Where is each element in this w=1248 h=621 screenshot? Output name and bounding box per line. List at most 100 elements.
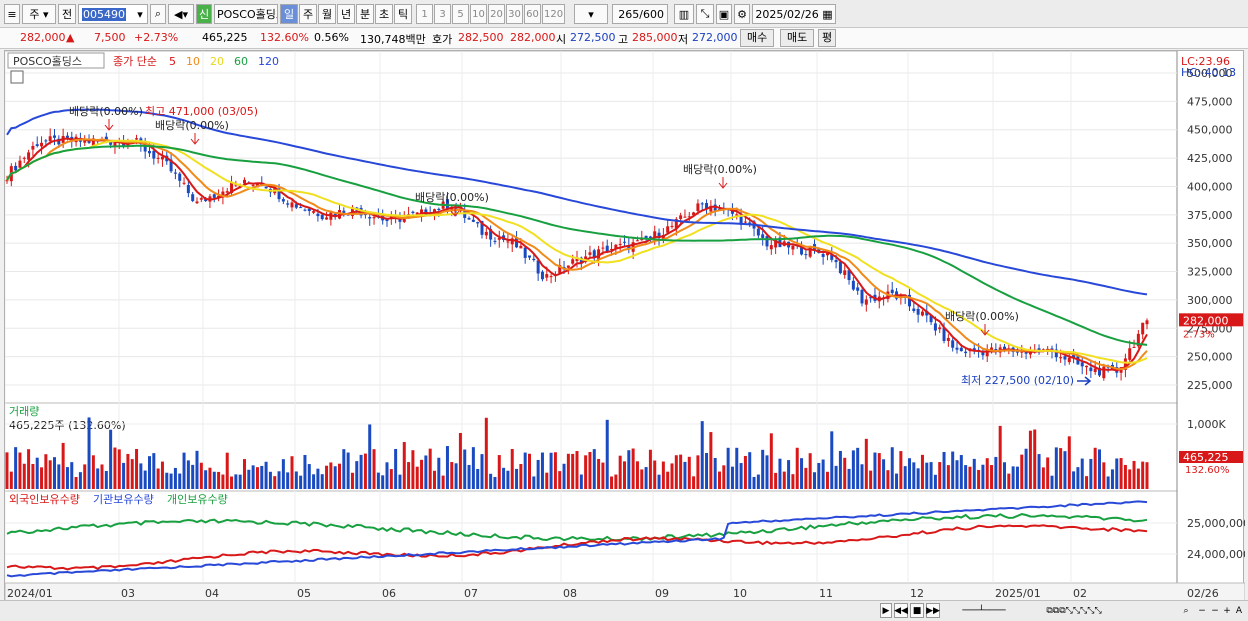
- volume-bar: [597, 458, 601, 489]
- forward-icon[interactable]: ▶▶: [926, 603, 940, 618]
- vol-cur-box: [1179, 451, 1243, 463]
- volume-bar: [666, 471, 670, 489]
- volume-bar: [519, 464, 523, 489]
- count-field[interactable]: 265/600: [612, 4, 668, 24]
- candle: [515, 237, 519, 248]
- interval-tab-60[interactable]: 60: [524, 4, 541, 24]
- volume-bar: [320, 474, 324, 489]
- volume-bar: [860, 464, 864, 489]
- dash-icon[interactable]: −: [1211, 605, 1219, 616]
- menu-button[interactable]: ≡: [4, 4, 20, 24]
- chart-area[interactable]: 500,000 475,000 450,000 425,000 400,000 375,0…: [4, 50, 1245, 604]
- indicator-tools[interactable]: ⧉⧉⧉⤡⤡⤡⤡⤡: [1046, 605, 1102, 616]
- search-icon[interactable]: ⌕: [150, 4, 166, 24]
- volume-bar: [800, 458, 804, 489]
- date-field[interactable]: 2025/02/26 ▦: [752, 4, 836, 24]
- market-select[interactable]: 주 ▾: [22, 4, 56, 24]
- volume-bar: [148, 456, 151, 489]
- candle: [385, 218, 389, 222]
- candle: [700, 203, 704, 205]
- rewind-icon[interactable]: ◀◀: [894, 603, 908, 618]
- candle: [748, 222, 752, 225]
- candle: [614, 244, 618, 249]
- volume-bar: [303, 454, 307, 489]
- interval-tab-10[interactable]: 10: [470, 4, 487, 24]
- prev-button[interactable]: 전: [58, 4, 76, 24]
- period-tab-2[interactable]: 월: [318, 4, 336, 24]
- volume-bar: [502, 467, 506, 489]
- volume-bar: [584, 455, 588, 489]
- period-tab-0[interactable]: 일: [280, 4, 298, 24]
- volume-bar: [813, 472, 816, 489]
- period-tab-4[interactable]: 분: [356, 4, 374, 24]
- volume-bar: [260, 465, 264, 489]
- stock-name[interactable]: POSCO홀딩스: [214, 4, 278, 24]
- volume-bar: [346, 452, 350, 489]
- volume-bar: [471, 447, 475, 489]
- period-tab-5[interactable]: 초: [375, 4, 393, 24]
- period-tab-1[interactable]: 주: [299, 4, 317, 24]
- font-icon[interactable]: A: [1235, 605, 1243, 616]
- candle: [135, 138, 139, 140]
- volume-bar: [441, 475, 445, 489]
- speaker-icon[interactable]: ◀▾: [168, 4, 194, 24]
- candle: [437, 208, 441, 211]
- chevron-down-icon[interactable]: ▾: [137, 7, 143, 21]
- draw-icon[interactable]: ⤡: [696, 4, 714, 24]
- volume-bar: [1136, 468, 1140, 489]
- candle: [756, 228, 760, 236]
- code-input[interactable]: 005490: [78, 4, 148, 24]
- plus-icon[interactable]: +: [1223, 605, 1231, 616]
- volume-bar: [722, 465, 726, 489]
- volume-bar: [458, 432, 462, 489]
- volume-bar: [964, 465, 968, 489]
- candle: [1141, 322, 1145, 335]
- interval-select[interactable]: ▾: [574, 4, 608, 24]
- lc-label: LC:23.96: [1181, 55, 1230, 68]
- volume-bar: [1028, 430, 1032, 489]
- period-tab-6[interactable]: 틱: [394, 4, 412, 24]
- candle: [113, 142, 117, 147]
- buy-button[interactable]: 매수: [740, 29, 775, 47]
- chart-tools-icon[interactable]: ▥: [674, 4, 694, 24]
- interval-tab-1[interactable]: 1: [416, 4, 433, 24]
- zoom-slider[interactable]: ───┴────: [962, 605, 1006, 616]
- candle: [160, 156, 164, 160]
- volume-bar: [312, 474, 316, 489]
- interval-tab-5[interactable]: 5: [452, 4, 469, 24]
- interval-tab-30[interactable]: 30: [506, 4, 523, 24]
- volume-bar: [480, 454, 484, 489]
- interval-tab-120[interactable]: 120: [542, 4, 566, 24]
- scroll-right-icon[interactable]: ▶: [880, 603, 892, 618]
- candle: [290, 202, 294, 208]
- volume-bar: [497, 455, 501, 489]
- dividend-label: 배당락(0.00%): [683, 163, 757, 176]
- bottom-toolbar: ▶ ◀◀ ■ ▶▶ ───┴──── ⧉⧉⧉⤡⤡⤡⤡⤡ ⌕ − − + A: [0, 600, 1248, 621]
- dividend-label: 배당락(0.00%): [415, 191, 489, 204]
- candle: [402, 217, 406, 222]
- eval-button[interactable]: 평: [818, 29, 837, 47]
- candle: [389, 215, 393, 219]
- volume-bar: [981, 464, 985, 489]
- volume-bar: [221, 474, 225, 489]
- candle: [838, 261, 842, 274]
- save-icon[interactable]: ▣: [716, 4, 732, 24]
- individual-holding-line: [6, 513, 1148, 542]
- chart-canvas[interactable]: 500,000 475,000 450,000 425,000 400,000 375,0…: [5, 51, 1245, 604]
- stop-icon[interactable]: ■: [910, 603, 924, 618]
- volume-bar: [553, 452, 557, 489]
- zoom-icon[interactable]: ⌕: [1183, 605, 1189, 616]
- sell-button[interactable]: 매도: [780, 29, 815, 47]
- volume-bar: [959, 455, 963, 489]
- period-tab-3[interactable]: 년: [337, 4, 355, 24]
- ma-legend-20: 20: [210, 55, 224, 68]
- volume-bar: [31, 463, 35, 489]
- volume-bar: [877, 453, 881, 489]
- volume-bar: [333, 466, 337, 489]
- interval-tab-3[interactable]: 3: [434, 4, 451, 24]
- candle: [519, 245, 523, 249]
- interval-tab-20[interactable]: 20: [488, 4, 505, 24]
- minus-icon[interactable]: −: [1198, 605, 1206, 616]
- volume-bar: [1085, 476, 1089, 489]
- gear-icon[interactable]: ⚙: [734, 4, 750, 24]
